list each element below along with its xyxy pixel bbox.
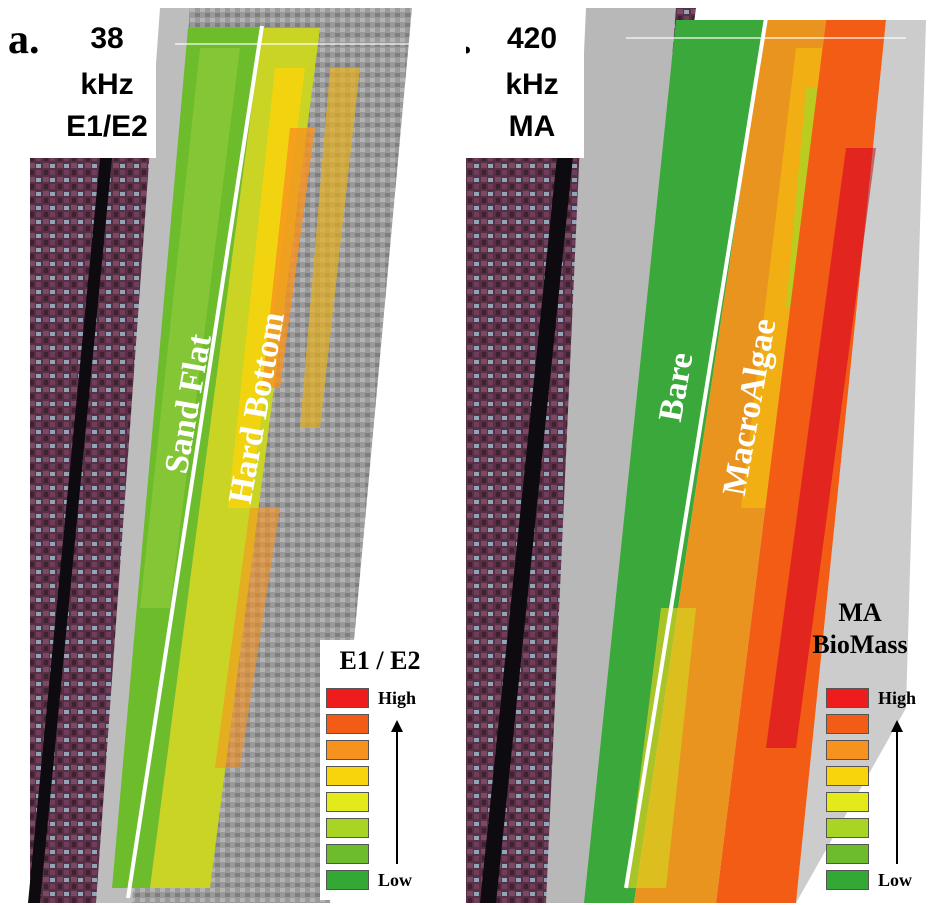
panel-b-legend-title-line1: MA [838,598,882,627]
panel-a-frequency-unit: kHz [80,68,134,101]
panel-b-letter: b. [466,16,472,64]
panel-a-letter: a. [8,17,40,63]
panel-a-legend-title: E1 / E2 [339,646,421,675]
legend-swatch-5 [826,792,869,812]
legend-swatch-4 [326,766,369,786]
panel-a-map-graphic [28,8,412,903]
beach-strip [546,8,676,903]
legend-swatch-3 [326,740,369,760]
legend-swatch-7 [326,844,369,864]
panel-a-parameter: E1/E2 [66,110,148,143]
coastal-road [480,108,578,903]
legend-swatch-3 [826,740,869,760]
legend-swatch-5 [326,792,369,812]
legend-swatch-2 [826,714,869,734]
bare-zone [584,20,766,903]
legend-swatch-6 [326,818,369,838]
legend-swatch-1 [326,688,369,708]
legend-swatch-8 [826,870,869,890]
legend-swatch-1 [826,688,869,708]
arrow-up-icon [891,720,903,732]
coastal-road [28,158,112,903]
panel-b-frequency: 420 [506,22,558,55]
legend-swatch-7 [826,844,869,864]
legend-swatch-2 [326,714,369,734]
beach-strip [96,8,190,903]
panel-a-map: a. 38 kHz E1/E2 Sand Flat Hard Bottom E1… [0,8,460,903]
legend-low-label: Low [378,870,413,890]
arrow-up-icon [391,720,403,732]
panel-b-header [466,8,584,158]
panel-b-legend-title-line2: BioMass [812,630,908,659]
legend-high-label: High [878,688,917,708]
legend-swatch-4 [826,766,869,786]
panel-a-header [0,8,156,158]
legend-low-label: Low [878,870,913,890]
legend-swatch-6 [826,818,869,838]
panel-a-legend: E1 / E2 High Low [320,640,456,900]
legend-swatch-8 [326,870,369,890]
panel-b-map: b. 420 kHz MA Bare MacroAlgae MA BioMass… [466,8,926,903]
panel-b-legend: MA BioMass High Low [796,596,924,900]
panel-b-frequency-unit: kHz [505,68,559,101]
panel-b-parameter: MA [508,110,556,143]
transect-line [126,25,264,899]
transect-line [624,17,768,889]
panel-a-frequency: 38 [90,22,124,55]
legend-high-label: High [378,688,417,708]
panel-b-map-graphic [466,8,926,903]
